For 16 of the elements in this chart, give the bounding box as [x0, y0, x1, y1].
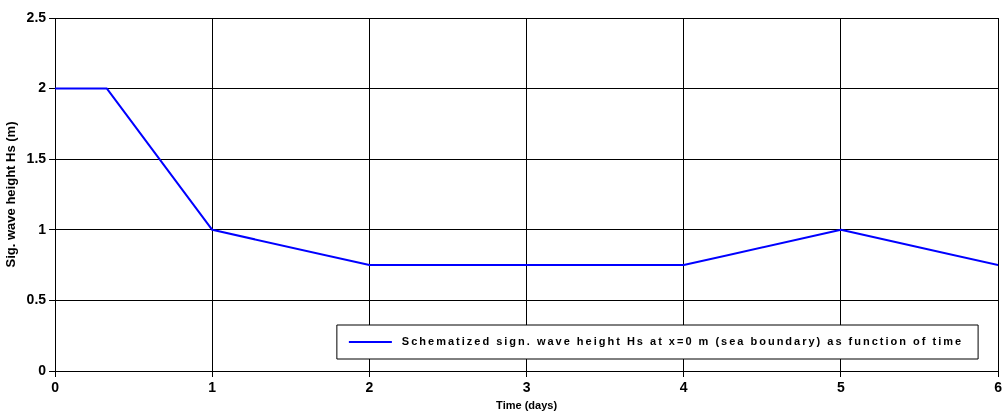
y-tick-label: 2: [38, 79, 47, 96]
x-axis-title: Time (days): [496, 399, 558, 412]
y-tick-label: 0: [38, 361, 47, 378]
y-tick-label: 2.5: [26, 8, 47, 25]
x-tick-label: 1: [208, 379, 217, 396]
x-tick-label: 4: [679, 379, 688, 396]
x-tick-label: 0: [51, 379, 60, 396]
y-tick-label: 1.5: [26, 150, 47, 167]
y-tick-label: 1: [38, 220, 47, 237]
y-tick-label: 0.5: [26, 291, 47, 308]
x-tick-label: 2: [365, 379, 374, 396]
x-tick-label: 3: [522, 379, 531, 396]
y-axis-title: Sig. wave height Hs (m): [3, 121, 19, 268]
x-tick-label: 5: [837, 379, 846, 396]
legend-label: Schematized sign. wave height Hs at x=0 m (sea boundary) as function of time: [401, 335, 964, 348]
x-tick-label: 6: [994, 379, 1003, 396]
